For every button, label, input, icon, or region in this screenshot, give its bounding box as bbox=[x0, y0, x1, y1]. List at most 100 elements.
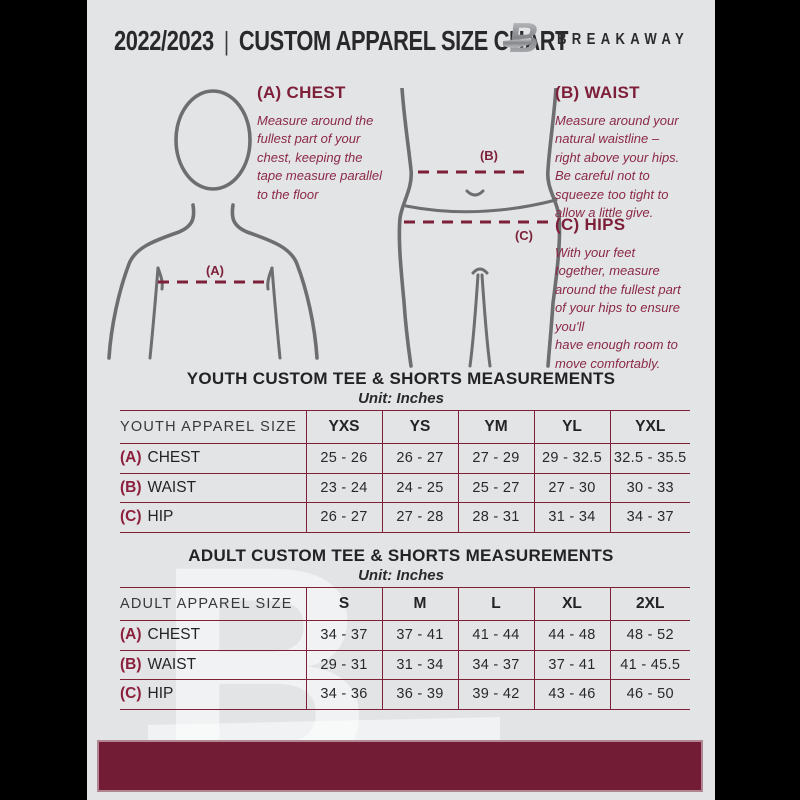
table-cell: 41 - 44 bbox=[457, 620, 534, 650]
figure-left-inner-leg bbox=[468, 273, 480, 368]
figure-waistline-curve bbox=[404, 198, 558, 214]
table-cell: 46 - 50 bbox=[609, 679, 690, 709]
table-cell: 29 - 31 bbox=[305, 650, 382, 680]
figure-left-side bbox=[397, 88, 413, 368]
table-cell: 37 - 41 bbox=[533, 650, 610, 680]
table-cell: 48 - 52 bbox=[609, 620, 690, 650]
table-header-cell: S bbox=[305, 587, 382, 621]
row-prefix: (C) bbox=[120, 508, 142, 526]
table-cell: 26 - 27 bbox=[381, 443, 458, 473]
chest-instructions: (A) CHEST Measure around the fullest par… bbox=[257, 83, 417, 204]
figure-right-shoulder-arm bbox=[230, 203, 319, 360]
figure-navel bbox=[465, 189, 485, 197]
table-row: (B) WAIST 29 - 31 31 - 34 34 - 37 37 - 41… bbox=[120, 650, 690, 680]
row-name: WAIST bbox=[147, 655, 197, 673]
waist-instructions: (B) WAIST Measure around your natural wa… bbox=[555, 83, 710, 223]
row-name: WAIST bbox=[147, 478, 197, 496]
table-cell: 25 - 26 bbox=[305, 443, 382, 473]
table-cell: 27 - 30 bbox=[533, 473, 610, 503]
table-row: (B) WAIST 23 - 24 24 - 25 25 - 27 27 - 30… bbox=[120, 473, 690, 503]
row-prefix: (A) bbox=[120, 626, 142, 644]
figure-left-armpit bbox=[156, 266, 164, 291]
row-name: HIP bbox=[147, 685, 174, 703]
row-prefix: (B) bbox=[120, 478, 142, 496]
table-cell: 43 - 46 bbox=[533, 679, 610, 709]
letterbox-left bbox=[0, 0, 87, 800]
table-header-row: YOUTH APPAREL SIZE YXS YS YM YL YXL bbox=[120, 410, 690, 444]
table-cell: 44 - 48 bbox=[533, 620, 610, 650]
table-cell: 34 - 36 bbox=[305, 679, 382, 709]
figure-left-inner-arm bbox=[148, 266, 160, 360]
table-header-cell: M bbox=[381, 587, 458, 621]
adult-size-table: ADULT APPAREL SIZE S M L XL 2XL (A) CHEST… bbox=[120, 587, 690, 710]
chest-body-text: Measure around the fullest part of your … bbox=[257, 113, 383, 202]
logo-blade bbox=[503, 38, 531, 48]
figure-crotch-arc bbox=[471, 267, 489, 275]
table-row: (C) HIP 26 - 27 27 - 28 28 - 31 31 - 34 3… bbox=[120, 502, 690, 533]
hips-instructions: (C) HIPS With your feet together, measur… bbox=[555, 215, 713, 373]
figure-right-inner-arm bbox=[270, 266, 282, 360]
document-page: 2022/2023 | CUSTOM APPAREL SIZE CHART B … bbox=[87, 0, 715, 800]
row-label-cell: (B) WAIST bbox=[120, 650, 306, 680]
row-name: CHEST bbox=[147, 626, 201, 644]
breakaway-logo-icon: B bbox=[503, 14, 542, 61]
table-row: (A) CHEST 34 - 37 37 - 41 41 - 44 44 - 48… bbox=[120, 620, 690, 651]
hips-heading: (C) HIPS bbox=[555, 215, 626, 234]
youth-table-title: YOUTH CUSTOM TEE & SHORTS MEASUREMENTS bbox=[186, 369, 616, 388]
table-cell: 26 - 27 bbox=[305, 502, 382, 532]
row-label-cell: (C) HIP bbox=[120, 680, 306, 710]
table-cell: 31 - 34 bbox=[533, 502, 610, 532]
table-header-cell: YM bbox=[457, 410, 534, 444]
row-label-cell: (B) WAIST bbox=[120, 473, 306, 503]
table-header-row: ADULT APPAREL SIZE S M L XL 2XL bbox=[120, 587, 690, 621]
hips-marker-label: (C) bbox=[515, 228, 533, 243]
row-prefix: (B) bbox=[120, 655, 142, 673]
table-header-cell: YOUTH APPAREL SIZE bbox=[120, 419, 298, 435]
table-cell: 30 - 33 bbox=[609, 473, 690, 503]
row-label-cell: (C) HIP bbox=[120, 503, 306, 533]
adult-table-unit: Unit: Inches bbox=[358, 567, 444, 584]
waist-hips-diagram-figure: (B) (C) bbox=[397, 88, 562, 368]
waist-body-text: Measure around your natural waistline – … bbox=[555, 113, 680, 221]
adult-table-title: ADULT CUSTOM TEE & SHORTS MEASUREMENTS bbox=[188, 546, 614, 565]
table-header-cell: L bbox=[457, 587, 534, 621]
footer-accent-bar bbox=[97, 740, 703, 792]
waist-marker-label: (B) bbox=[480, 148, 498, 163]
table-header-cell: ADULT APPAREL SIZE bbox=[120, 596, 293, 612]
table-cell: 39 - 42 bbox=[457, 679, 534, 709]
year-range: 2022/2023 bbox=[114, 25, 214, 56]
table-header-cell: YXL bbox=[609, 410, 690, 444]
figure-right-side bbox=[546, 88, 562, 368]
chest-marker-label: (A) bbox=[206, 263, 224, 278]
row-label-cell: (A) CHEST bbox=[120, 444, 306, 474]
logo-letter: B bbox=[506, 14, 542, 61]
hips-body-text: With your feet together, measure around … bbox=[555, 245, 681, 371]
page-title: 2022/2023 | CUSTOM APPAREL SIZE CHART bbox=[114, 25, 568, 57]
table-cell: 25 - 27 bbox=[457, 473, 534, 503]
row-prefix: (C) bbox=[120, 685, 142, 703]
chest-diagram-figure: (A) bbox=[107, 89, 319, 360]
table-header-cell: YL bbox=[533, 410, 610, 444]
table-header-cell: XL bbox=[533, 587, 610, 621]
table-cell: 27 - 29 bbox=[457, 443, 534, 473]
row-label-cell: (A) CHEST bbox=[120, 621, 306, 651]
row-prefix: (A) bbox=[120, 449, 142, 467]
youth-size-table: YOUTH APPAREL SIZE YXS YS YM YL YXL (A) C… bbox=[120, 410, 690, 533]
row-name: HIP bbox=[147, 508, 174, 526]
table-cell: 23 - 24 bbox=[305, 473, 382, 503]
table-cell: 29 - 32.5 bbox=[533, 443, 610, 473]
table-cell: 28 - 31 bbox=[457, 502, 534, 532]
table-header-cell: YXS bbox=[305, 410, 382, 444]
figure-left-shoulder-arm bbox=[107, 203, 196, 360]
table-cell: 31 - 34 bbox=[381, 650, 458, 680]
youth-table-unit: Unit: Inches bbox=[358, 390, 444, 407]
row-name: CHEST bbox=[147, 449, 201, 467]
table-cell: 34 - 37 bbox=[609, 502, 690, 532]
table-header-cell: 2XL bbox=[609, 587, 690, 621]
table-cell: 27 - 28 bbox=[381, 502, 458, 532]
table-cell: 36 - 39 bbox=[381, 679, 458, 709]
table-row: (C) HIP 34 - 36 36 - 39 39 - 42 43 - 46 4… bbox=[120, 679, 690, 710]
table-cell: 24 - 25 bbox=[381, 473, 458, 503]
table-cell: 34 - 37 bbox=[457, 650, 534, 680]
